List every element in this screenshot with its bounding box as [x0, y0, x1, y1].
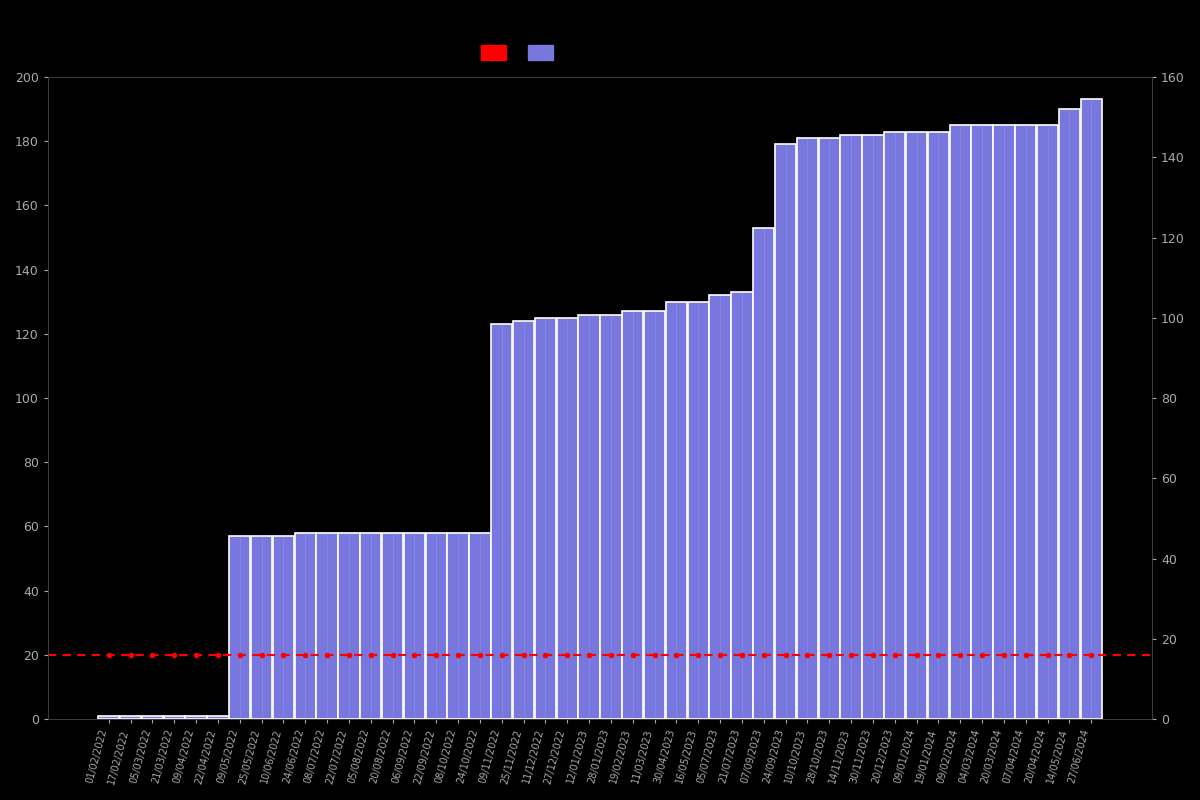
- Bar: [731, 292, 752, 719]
- Bar: [317, 533, 338, 719]
- Bar: [775, 145, 797, 719]
- Bar: [1037, 125, 1058, 719]
- Bar: [840, 134, 862, 719]
- Bar: [512, 321, 534, 719]
- Bar: [120, 716, 142, 719]
- Bar: [600, 314, 622, 719]
- Bar: [862, 134, 883, 719]
- Bar: [884, 131, 906, 719]
- Bar: [1080, 99, 1102, 719]
- Bar: [928, 131, 949, 719]
- Bar: [98, 716, 120, 719]
- Bar: [360, 533, 382, 719]
- Legend: , : ,: [481, 46, 564, 60]
- Bar: [403, 533, 425, 719]
- Bar: [797, 138, 818, 719]
- Bar: [818, 138, 840, 719]
- Bar: [251, 536, 272, 719]
- Bar: [186, 716, 206, 719]
- Bar: [644, 311, 665, 719]
- Bar: [688, 302, 709, 719]
- Bar: [142, 716, 163, 719]
- Bar: [535, 318, 556, 719]
- Bar: [666, 302, 688, 719]
- Bar: [382, 533, 403, 719]
- Bar: [709, 295, 731, 719]
- Bar: [949, 125, 971, 719]
- Bar: [294, 533, 316, 719]
- Bar: [208, 716, 229, 719]
- Bar: [1058, 109, 1080, 719]
- Bar: [906, 131, 928, 719]
- Bar: [754, 228, 774, 719]
- Bar: [469, 533, 491, 719]
- Bar: [272, 536, 294, 719]
- Bar: [229, 536, 251, 719]
- Bar: [338, 533, 360, 719]
- Bar: [578, 314, 600, 719]
- Bar: [426, 533, 446, 719]
- Bar: [994, 125, 1014, 719]
- Bar: [971, 125, 992, 719]
- Bar: [163, 716, 185, 719]
- Bar: [448, 533, 469, 719]
- Bar: [491, 324, 512, 719]
- Bar: [557, 318, 578, 719]
- Bar: [622, 311, 643, 719]
- Bar: [1015, 125, 1037, 719]
